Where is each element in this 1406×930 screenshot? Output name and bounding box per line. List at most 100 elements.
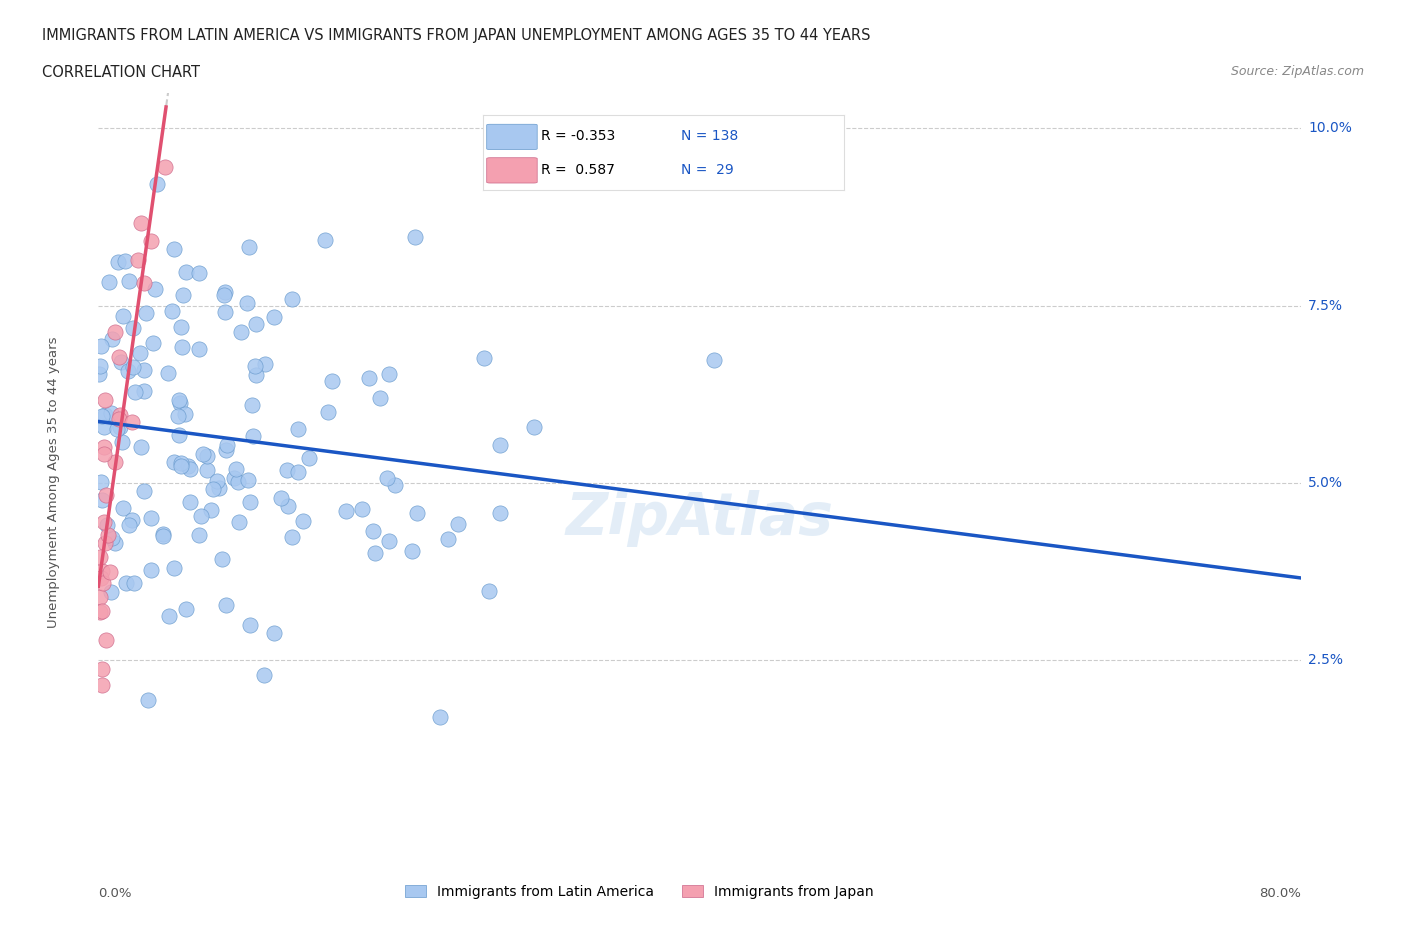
Point (162, 561, 184, 576)
Point (314, 232, 336, 247)
Point (240, 398, 263, 413)
Point (162, 304, 184, 319)
Point (406, 506, 429, 521)
Text: 7.5%: 7.5% (1308, 299, 1343, 312)
Point (129, 440, 152, 455)
Point (93, 439, 115, 454)
Point (135, 306, 157, 321)
Point (94, 407, 117, 422)
Point (90, 571, 112, 586)
Point (429, 710, 451, 724)
Point (375, 471, 398, 485)
Point (208, 481, 231, 496)
Point (169, 458, 191, 473)
Point (245, 367, 267, 382)
Point (190, 508, 212, 523)
Point (167, 409, 190, 424)
Point (270, 491, 292, 506)
Point (253, 668, 276, 683)
Text: Source: ZipAtlas.com: Source: ZipAtlas.com (1230, 65, 1364, 78)
Point (157, 608, 180, 623)
Point (91, 604, 114, 618)
Text: Unemployment Among Ages 35 to 44 years: Unemployment Among Ages 35 to 44 years (46, 337, 60, 629)
Point (188, 266, 211, 281)
Point (121, 415, 143, 430)
Point (263, 625, 285, 640)
Point (152, 526, 174, 541)
Point (108, 411, 131, 426)
Point (224, 471, 246, 485)
Text: CORRELATION CHART: CORRELATION CHART (42, 65, 200, 80)
Point (172, 287, 194, 302)
Point (179, 495, 201, 510)
Point (447, 517, 470, 532)
Point (134, 363, 156, 378)
Point (121, 512, 143, 527)
Point (188, 527, 211, 542)
Point (236, 296, 259, 311)
Point (97, 528, 120, 543)
Point (89, 604, 111, 619)
Point (153, 160, 176, 175)
Point (197, 449, 219, 464)
Point (136, 693, 159, 708)
Point (488, 438, 510, 453)
Point (122, 360, 145, 375)
Point (174, 407, 197, 422)
Point (703, 352, 725, 367)
Point (114, 253, 136, 268)
Point (122, 320, 145, 335)
Point (89, 590, 111, 604)
Point (215, 443, 238, 458)
Point (242, 428, 264, 443)
Point (90, 339, 112, 353)
Point (111, 434, 134, 449)
Point (124, 384, 146, 399)
Point (205, 473, 228, 488)
Point (93, 515, 115, 530)
Point (280, 529, 302, 544)
Point (335, 504, 357, 519)
Point (100, 406, 122, 421)
Point (110, 420, 132, 435)
Point (523, 419, 546, 434)
Point (167, 392, 190, 407)
Point (124, 576, 146, 591)
Point (117, 364, 139, 379)
Point (152, 528, 174, 543)
Point (368, 391, 391, 405)
Point (239, 494, 262, 509)
Point (90, 564, 112, 578)
Point (107, 254, 129, 269)
Point (174, 265, 197, 280)
Point (225, 461, 247, 476)
Point (281, 291, 304, 306)
Point (129, 346, 152, 361)
Point (94, 488, 117, 503)
Point (141, 233, 163, 248)
Text: 10.0%: 10.0% (1308, 122, 1353, 136)
Point (287, 421, 309, 436)
Point (228, 514, 250, 529)
Point (401, 544, 423, 559)
Point (243, 359, 266, 374)
Point (211, 552, 233, 567)
Point (292, 514, 315, 529)
Point (100, 584, 122, 599)
Point (89, 367, 111, 382)
Point (103, 536, 125, 551)
Point (253, 357, 276, 372)
Point (145, 282, 167, 297)
Point (145, 176, 167, 191)
Point (94, 392, 117, 407)
Point (112, 500, 135, 515)
Point (100, 565, 122, 579)
Point (277, 498, 299, 513)
Text: 2.5%: 2.5% (1308, 653, 1343, 667)
Point (215, 437, 238, 452)
Point (89, 359, 111, 374)
Point (179, 461, 201, 476)
Point (163, 242, 186, 257)
Point (170, 319, 193, 334)
Point (91, 661, 114, 676)
